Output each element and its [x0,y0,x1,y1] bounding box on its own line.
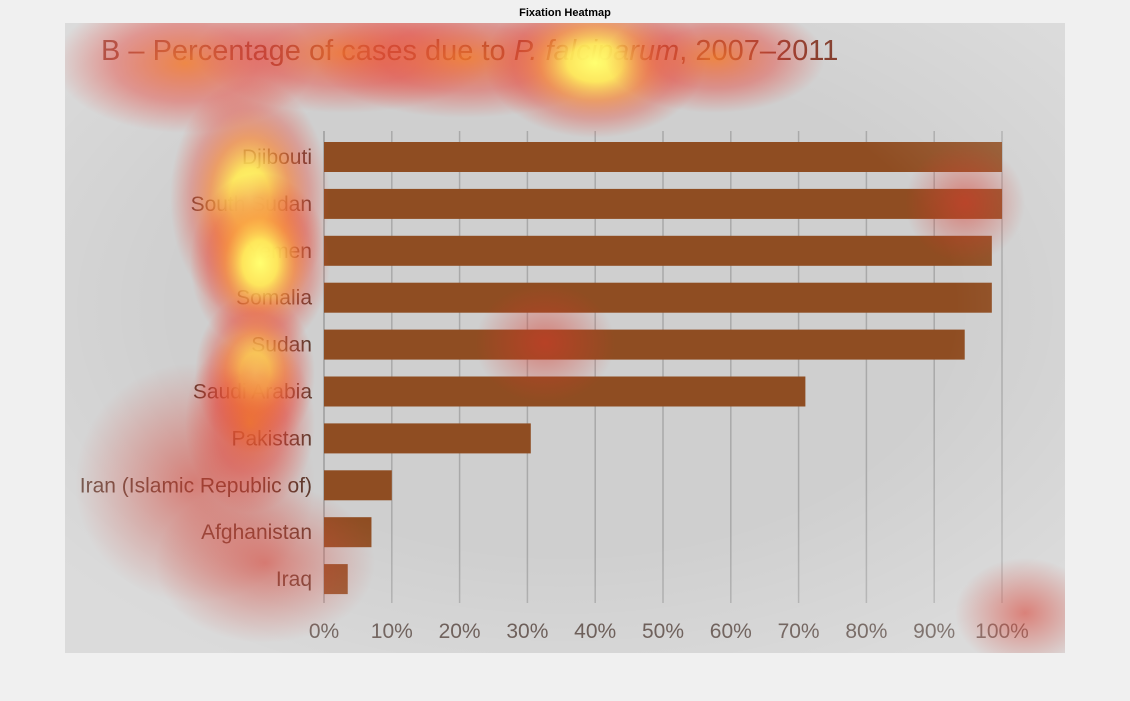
chart-title: B – Percentage of cases due to P. falcip… [101,35,838,67]
x-tick-label: 70% [778,620,820,643]
bar [324,376,806,407]
x-tick-label: 50% [642,620,684,643]
category-label: Saudi Arabia [193,381,312,404]
category-label: Yemen [247,240,312,263]
bar [324,564,348,595]
category-label: Iran (Islamic Republic of) [80,474,312,497]
x-tick-label: 90% [913,620,955,643]
category-label: Somalia [236,287,312,310]
bar [324,517,372,548]
bar [324,470,392,501]
x-tick-labels: 0% 10% 20% 30% 40% 50% 60% 70% 80% 90% 100% [309,620,1029,643]
bar [324,423,531,454]
x-tick-label: 0% [309,620,339,643]
bar [324,282,992,313]
x-tick-label: 30% [506,620,548,643]
bar [324,188,1002,219]
bar [324,142,1002,172]
category-label: Sudan [251,334,312,357]
x-tick-label: 40% [574,620,616,643]
bar [324,235,992,266]
heatmap-panel: B – Percentage of cases due to P. falcip… [65,23,1065,653]
figure-title: Fixation Heatmap [519,7,611,19]
x-tick-label: 60% [710,620,752,643]
category-label: Iraq [276,568,312,591]
x-tick-label: 80% [845,620,887,643]
chart-title-part: B – Percentage of cases due to [101,35,514,67]
category-label: Afghanistan [201,521,312,544]
chart-title-part: P. falciparum [514,35,680,67]
x-tick-label: 20% [439,620,481,643]
bar [324,329,965,360]
category-label: Djibouti [242,146,312,169]
x-tick-label: 10% [371,620,413,643]
category-label: South Sudan [191,193,312,216]
category-label: Pakistan [231,427,312,450]
chart-title-part: , 2007–2011 [679,35,838,67]
bar-chart: B – Percentage of cases due to P. falcip… [80,35,1029,643]
category-labels: Djibouti South Sudan Yemen Somalia Sudan Saud… [80,146,313,591]
x-tick-label: 100% [975,620,1029,643]
